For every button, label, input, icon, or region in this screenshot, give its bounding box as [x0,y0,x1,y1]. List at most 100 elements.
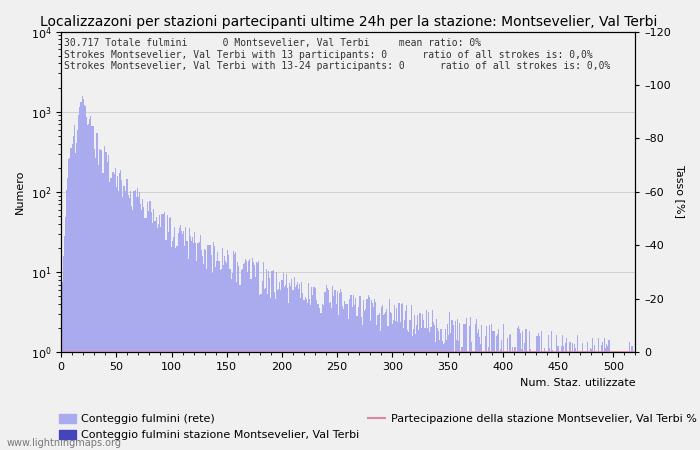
Bar [110,178,111,450]
Bar [503,324,505,450]
Bar [572,343,573,450]
Bar [501,340,503,450]
Bar [352,307,354,450]
Bar [98,166,99,450]
Bar [544,348,545,450]
Bar [519,329,520,450]
Bar [471,342,472,450]
Bar [207,245,209,450]
Bar [78,115,79,450]
Bar [391,313,392,450]
Bar [132,210,134,450]
Bar [469,326,470,450]
Bar [197,243,199,450]
Bar [330,302,331,450]
Bar [340,289,341,450]
Bar [344,301,345,450]
Bar [209,245,211,450]
Bar [574,344,575,450]
Bar [89,119,90,450]
Bar [375,302,377,450]
Bar [214,246,215,450]
Bar [430,327,432,450]
Bar [476,319,477,450]
Bar [508,352,509,450]
Bar [555,352,556,450]
Bar [545,352,547,450]
Bar [335,304,337,450]
Bar [134,190,136,450]
Bar [603,352,604,450]
Bar [293,277,295,450]
Bar [629,342,631,450]
Bar [130,191,131,450]
Bar [113,174,115,450]
Bar [281,280,283,450]
Bar [148,211,149,450]
Bar [155,217,157,450]
Bar [520,333,521,450]
Bar [531,352,532,450]
Bar [614,352,615,450]
Bar [107,162,108,450]
Bar [350,296,351,450]
Bar [222,248,223,450]
Bar [440,329,442,450]
Bar [599,352,601,450]
Bar [473,352,474,450]
Bar [559,352,560,450]
Bar [512,347,513,450]
Bar [419,314,421,450]
Bar [345,304,346,450]
Bar [105,152,106,450]
Bar [447,324,448,450]
Text: 30.717 Totale fulmini      0 Montsevelier, Val Terbi     mean ratio: 0%
Strokes : 30.717 Totale fulmini 0 Montsevelier, Va… [64,38,610,71]
Bar [458,341,459,450]
Bar [129,198,130,450]
Bar [589,348,591,450]
Bar [385,312,386,450]
Bar [593,352,594,450]
Bar [272,270,274,450]
Bar [467,352,468,450]
Bar [260,294,262,450]
Bar [402,303,403,450]
Bar [449,312,450,450]
Bar [584,352,585,450]
Bar [226,263,228,450]
Bar [323,305,325,450]
Bar [496,336,497,450]
Bar [92,126,94,450]
Bar [561,346,562,450]
Bar [284,287,285,450]
Bar [568,342,570,450]
Bar [410,320,411,450]
Bar [96,133,97,450]
Bar [251,258,253,450]
Bar [178,229,180,450]
Bar [405,310,406,450]
Bar [499,352,500,450]
Bar [634,352,635,450]
Bar [461,347,463,450]
Bar [267,294,268,450]
Bar [511,352,512,450]
Bar [85,107,86,450]
Bar [259,295,260,450]
Bar [488,347,489,450]
Bar [486,352,488,450]
Bar [158,224,159,450]
Bar [538,333,539,450]
Bar [97,133,98,450]
Bar [232,273,233,450]
Bar [521,349,522,450]
Bar [115,168,116,450]
Bar [348,319,349,450]
Bar [122,198,123,450]
Bar [381,307,382,450]
Bar [138,198,139,450]
Bar [262,262,264,450]
Bar [165,240,167,450]
Bar [199,235,201,450]
Bar [204,249,205,450]
